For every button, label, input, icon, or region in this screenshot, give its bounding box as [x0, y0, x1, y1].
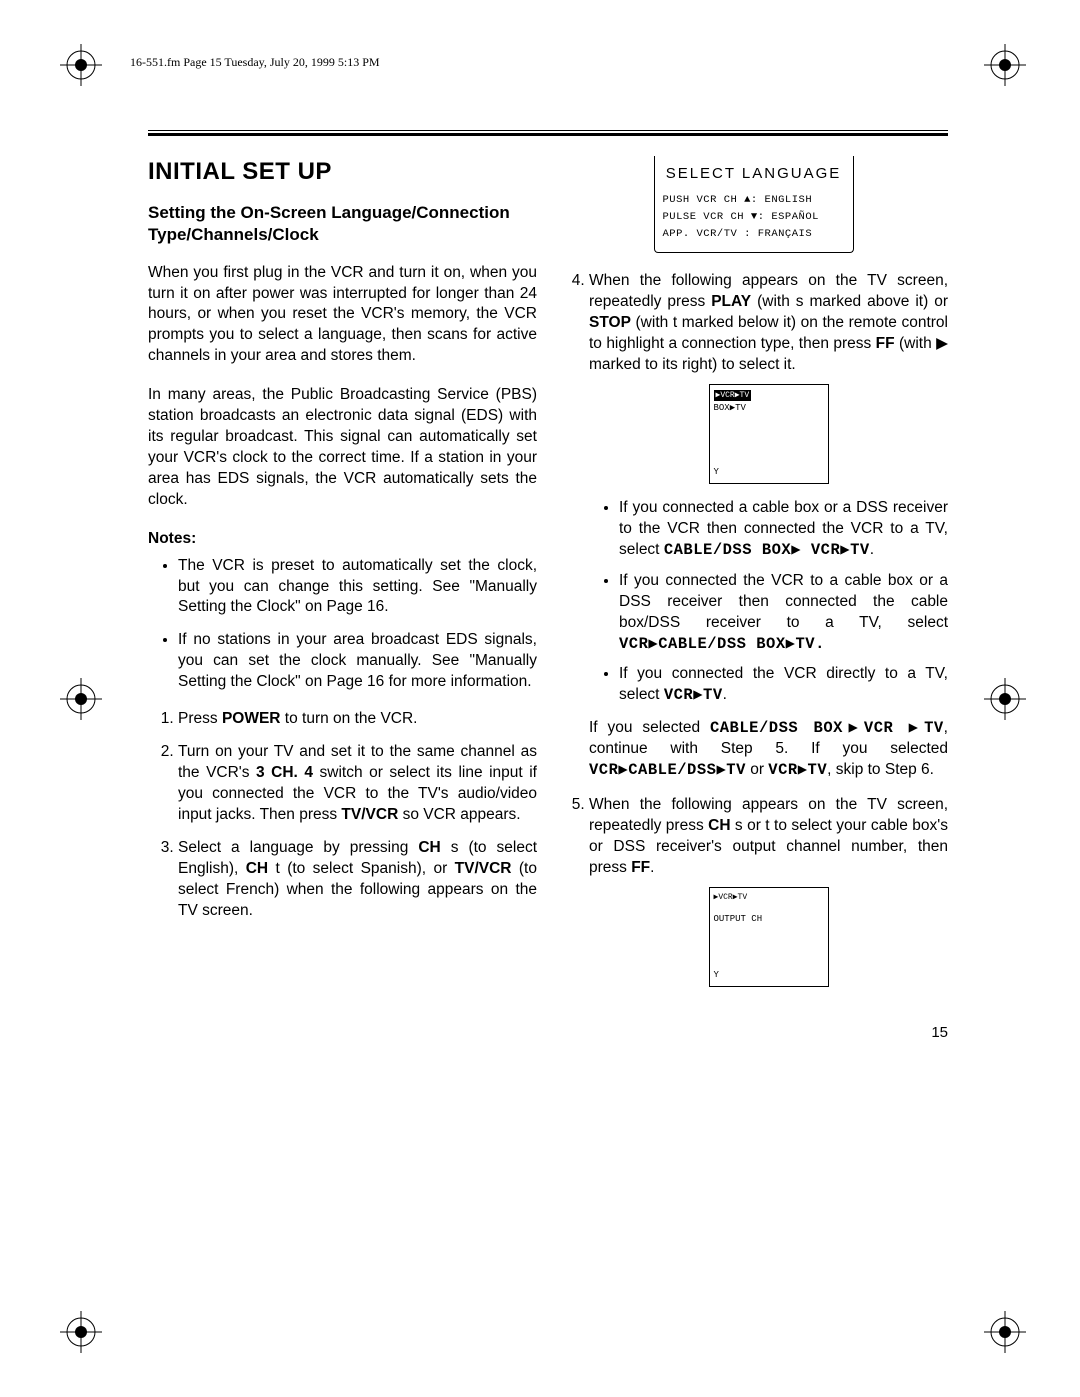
- crop-mark-icon: [984, 1311, 1026, 1353]
- note-item-1: The VCR is preset to automatically set t…: [178, 556, 537, 619]
- step-4: When the following appears on the TV scr…: [589, 271, 948, 706]
- osd-line-3: APP. VCR/TV : FRANÇAIS: [663, 226, 845, 243]
- crop-mark-icon: [60, 1311, 102, 1353]
- step-5: When the following appears on the TV scr…: [589, 795, 948, 987]
- right-column: SELECT LANGUAGE PUSH VCR CH ▲: ENGLISH P…: [559, 156, 948, 1001]
- osd-mini2-row2: OUTPUT CH: [714, 913, 824, 926]
- crop-mark-icon: [60, 44, 102, 86]
- top-rule: [148, 130, 948, 136]
- left-column: INITIAL SET UP Setting the On-Screen Lan…: [148, 156, 537, 1001]
- intro-para-2: In many areas, the Public Broadcasting S…: [148, 385, 537, 511]
- osd-line-1: PUSH VCR CH ▲: ENGLISH: [663, 192, 845, 209]
- osd-line-2: PULSE VCR CH ▼: ESPAÑOL: [663, 209, 845, 226]
- step-3: Select a language by pressing CH s (to s…: [178, 838, 537, 922]
- subtitle: Setting the On-Screen Language/Connectio…: [148, 202, 537, 246]
- osd-language-box: SELECT LANGUAGE PUSH VCR CH ▲: ENGLISH P…: [654, 156, 854, 253]
- osd-mini1-bot: Y: [714, 466, 719, 479]
- intro-para-1: When you first plug in the VCR and turn …: [148, 263, 537, 368]
- osd-connection-box: ▶VCR▶TV BOX▶TV Y: [709, 384, 829, 484]
- crop-mark-icon: [984, 678, 1026, 720]
- osd-mini2-bot: Y: [714, 969, 719, 982]
- crop-mark-icon: [984, 44, 1026, 86]
- notes-heading: Notes:: [148, 529, 537, 550]
- header-fileinfo: 16-551.fm Page 15 Tuesday, July 20, 1999…: [130, 55, 930, 70]
- sub-bullet-1: If you connected a cable box or a DSS re…: [619, 498, 948, 561]
- continue-para: If you selected CABLE/DSS BOX▶VCR ▶TV, c…: [589, 718, 948, 781]
- sub-bullet-3: If you connected the VCR directly to a T…: [619, 664, 948, 706]
- step-2: Turn on your TV and set it to the same c…: [178, 742, 537, 826]
- sub-bullet-2: If you connected the VCR to a cable box …: [619, 571, 948, 655]
- page-number: 15: [931, 1024, 948, 1041]
- main-title: INITIAL SET UP: [148, 156, 537, 188]
- page-content: INITIAL SET UP Setting the On-Screen Lan…: [148, 130, 948, 1001]
- crop-mark-icon: [60, 678, 102, 720]
- osd-output-box: ▶VCR▶TV OUTPUT CH Y: [709, 887, 829, 987]
- note-item-2: If no stations in your area broadcast ED…: [178, 630, 537, 693]
- osd-mini1-row1: ▶VCR▶TV: [714, 390, 752, 401]
- osd-mini1-row2: BOX▶TV: [714, 402, 824, 415]
- step-1: Press POWER to turn on the VCR.: [178, 709, 537, 730]
- osd-mini2-row1: ▶VCR▶TV: [714, 892, 824, 903]
- osd-title: SELECT LANGUAGE: [663, 162, 845, 186]
